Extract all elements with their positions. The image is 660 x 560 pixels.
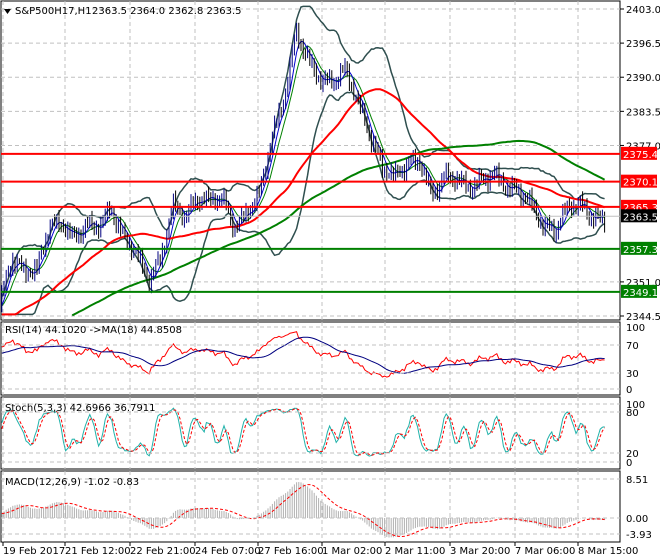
indicator-tick-label: 0.00 [626, 514, 648, 525]
level-label: 2357.3 [623, 245, 658, 256]
bollinger-upper-line [1, 5, 605, 298]
panel-frame-1 [0, 321, 621, 396]
x-axis-label: 22 Feb 21:00 [130, 546, 196, 557]
x-axis-label: 1 Mar 02:00 [322, 546, 382, 557]
level-label-bg [621, 174, 657, 188]
panel-frame-3 [0, 470, 621, 543]
price-tick-label: 2403.0 [626, 5, 660, 16]
indicator-tick-label: 100 [626, 400, 645, 411]
indicator-tick-label: 80 [626, 408, 639, 419]
current-price-label: 2363.5 [623, 212, 658, 223]
level-label-bg [621, 146, 657, 160]
indicator-tick-label: 30 [626, 369, 639, 380]
x-axis-label: 24 Feb 07:00 [195, 546, 261, 557]
stoch-title: Stoch(5,3,3) 42.6966 36.7911 [5, 403, 156, 414]
indicator-tick-label: 0 [626, 458, 632, 469]
x-axis-label: 27 Feb 16:00 [258, 546, 324, 557]
indicator-tick-label: 0 [626, 385, 632, 396]
level-label: 2365.3 [623, 203, 658, 214]
macd-title: MACD(12,26,9) -1.02 -0.83 [5, 477, 139, 488]
price-tick-label: 2351.0 [626, 278, 660, 289]
ohlc-values: 2363.5 2364.0 2362.8 2363.5 [92, 6, 242, 17]
x-axis-label: 19 Feb 2017 [3, 546, 65, 557]
x-axis-label: 3 Mar 20:00 [450, 546, 510, 557]
current-price-label-bg [621, 209, 657, 223]
indicator-tick-label: 100 [626, 323, 645, 334]
price-tick-label: 2383.5 [626, 107, 660, 118]
stoch-main-line [1, 407, 605, 457]
macd-signal-line [1, 484, 605, 537]
level-label: 2370.1 [623, 178, 658, 189]
price-tick-label: 2344.5 [626, 312, 660, 323]
symbol-label: S&P500H17,H1 [15, 6, 92, 17]
x-axis-label: 21 Feb 12:00 [65, 546, 131, 557]
price-tick-label: 2390.0 [626, 73, 660, 84]
rsi-ma-line [1, 336, 605, 374]
level-label: 2349.1 [623, 288, 658, 299]
x-axis-label: 2 Mar 11:00 [385, 546, 445, 557]
indicator-tick-label: 20 [626, 449, 639, 460]
indicator-tick-label: -3.93 [626, 530, 652, 541]
x-axis-label: 8 Mar 15:00 [578, 546, 638, 557]
rsi-title: RSI(14) 44.1020 ->MA(18) 44.8508 [5, 325, 182, 336]
level-label-bg [621, 284, 657, 298]
stoch-signal-line [1, 408, 606, 456]
indicator-tick-label: 70 [626, 341, 639, 352]
price-tick-label: 2396.5 [626, 39, 660, 50]
bollinger-lower-line [1, 91, 605, 316]
indicator-tick-label: 8.51 [626, 475, 648, 486]
level-label: 2375.4 [623, 150, 658, 161]
ma-green-line [71, 139, 606, 317]
collapse-triangle-icon [4, 9, 11, 14]
x-axis-label: 7 Mar 06:00 [515, 546, 575, 557]
level-label-bg [621, 241, 657, 255]
